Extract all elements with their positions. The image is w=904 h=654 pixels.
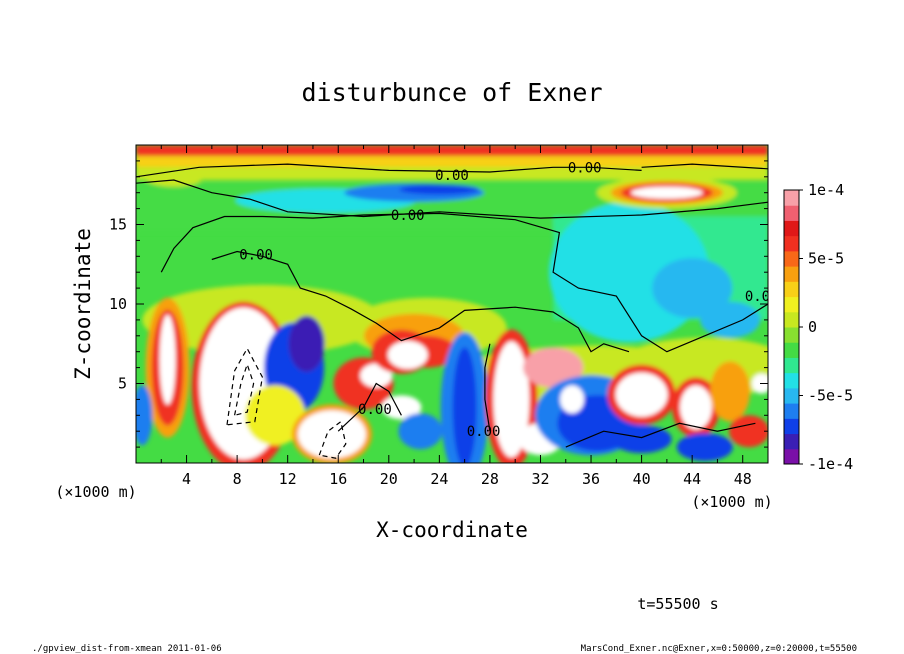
colorbar-swatch [784, 266, 799, 282]
x-tick-label: 16 [329, 470, 347, 488]
y-tick-label: 15 [109, 216, 127, 234]
colorbar-tick-label: 0 [808, 318, 817, 336]
heatmap-cell [615, 372, 668, 417]
heatmap-cell [399, 184, 480, 195]
colorbar-swatch [784, 372, 799, 389]
x-tick-label: 24 [430, 470, 448, 488]
contour-zero [136, 163, 642, 178]
colorbar-swatch [784, 327, 799, 343]
colorbar-tick-label: -1e-4 [808, 455, 853, 473]
heatmap-cell [523, 347, 584, 388]
colorbar-swatch [784, 403, 799, 419]
heatmap-cell [700, 301, 761, 338]
heatmap-cell [159, 314, 176, 405]
heatmap-cell [676, 433, 733, 462]
colorbar-swatch [784, 418, 799, 435]
plot-area: 0.00 0.00 0.00 0.00 0.00 0.00 0.00 [136, 145, 779, 463]
heatmap-cell [245, 385, 306, 446]
colorbar-tick-label: 5e-5 [808, 250, 844, 268]
x-tick-label: 32 [531, 470, 549, 488]
heatmap-cell [136, 156, 768, 168]
heatmap-cell [560, 385, 585, 414]
heatmap-cell [729, 415, 768, 448]
x-tick-label: 40 [633, 470, 651, 488]
heatmap-cell [387, 340, 428, 369]
contour-label: 0.00 [568, 160, 602, 176]
contour-zero [641, 163, 768, 170]
contour-label: 0.00 [467, 424, 501, 440]
contour-negative [226, 347, 264, 426]
contour-zero [211, 250, 630, 353]
y-tick-label: 5 [118, 375, 127, 393]
x-tick-label: 20 [380, 470, 398, 488]
heatmap-cell [297, 410, 366, 459]
heatmap-cell [652, 258, 733, 319]
colorbar-swatch [784, 281, 799, 298]
x-axis-label: X-coordinate [376, 518, 528, 542]
contour-lines: 0.00 0.00 0.00 0.00 0.00 0.00 0.00 [136, 160, 779, 459]
colorbar-swatch [784, 448, 799, 465]
contour-label: 0.00 [435, 168, 469, 184]
x-tick-label: 8 [233, 470, 242, 488]
colorbar-swatch [784, 250, 799, 267]
colorbar-swatch [784, 296, 799, 313]
x-tick-label: 48 [734, 470, 752, 488]
contour-label: 0.00 [358, 402, 392, 418]
x-tick-label: 44 [683, 470, 701, 488]
heatmap-cell [452, 347, 477, 463]
heatmap-cell [751, 373, 768, 394]
time-label: t=55500 s [637, 595, 718, 613]
heatmap-cell [136, 385, 153, 446]
heatmap-cell [493, 341, 530, 458]
x-axis: 4 8 12 16 20 24 28 32 36 40 44 48 [160, 145, 752, 488]
contour-zero [337, 382, 402, 432]
heatmap-cell [710, 361, 751, 422]
y-tick-label: 10 [109, 295, 127, 313]
x-tick-label: 12 [279, 470, 297, 488]
heatmap-cell [679, 385, 712, 430]
colorbar-swatch [784, 433, 799, 450]
contour-label: 0.00 [391, 208, 425, 224]
heatmap-cell [136, 167, 768, 180]
colorbar-swatch [784, 311, 799, 328]
contour-zero [160, 212, 768, 353]
x-unit-left: (×1000 m) [55, 483, 136, 501]
contour-negative [234, 362, 255, 416]
colorbar-swatch [784, 357, 799, 374]
heatmap-field [136, 145, 768, 463]
contour-negative [318, 420, 347, 459]
colorbar-tick-label: -5e-5 [808, 387, 853, 405]
x-tick-label: 28 [481, 470, 499, 488]
contour-zero [136, 179, 768, 219]
heatmap-cell [630, 186, 703, 199]
heatmap-cell [288, 315, 325, 372]
y-axis-label: Z-coordinate [71, 228, 95, 380]
heatmap-cell [398, 413, 443, 450]
colorbar-swatch [784, 190, 799, 206]
heatmap-cell [381, 395, 422, 420]
colorbar-swatch [784, 342, 799, 358]
heatmap-cell [143, 166, 204, 187]
chart-title: disturbunce of Exner [301, 78, 602, 107]
contour-zero [565, 422, 756, 448]
colorbar-swatch [784, 235, 799, 252]
x-unit-right: (×1000 m) [691, 493, 772, 511]
colorbar-tick-label: 1e-4 [808, 181, 844, 199]
colorbar-swatch [784, 387, 799, 404]
colorbar: 1e-4 5e-5 0 -5e-5 -1e-4 [783, 181, 853, 473]
x-tick-label: 4 [182, 470, 191, 488]
footer-left: ./gpview_dist-from-xmean 2011-01-06 [32, 644, 222, 654]
y-axis: 5 10 15 [109, 160, 768, 448]
heatmap-cell [136, 145, 768, 157]
colorbar-swatch [784, 220, 799, 237]
footer-right: MarsCond_Exner.nc@Exner,x=0:50000,z=0:20… [581, 644, 857, 654]
colorbar-swatch [784, 205, 799, 221]
x-tick-label: 36 [582, 470, 600, 488]
contour-label: 0.00 [239, 248, 273, 264]
contour-label: 0.00 [745, 289, 779, 305]
contour-zero [484, 343, 491, 432]
